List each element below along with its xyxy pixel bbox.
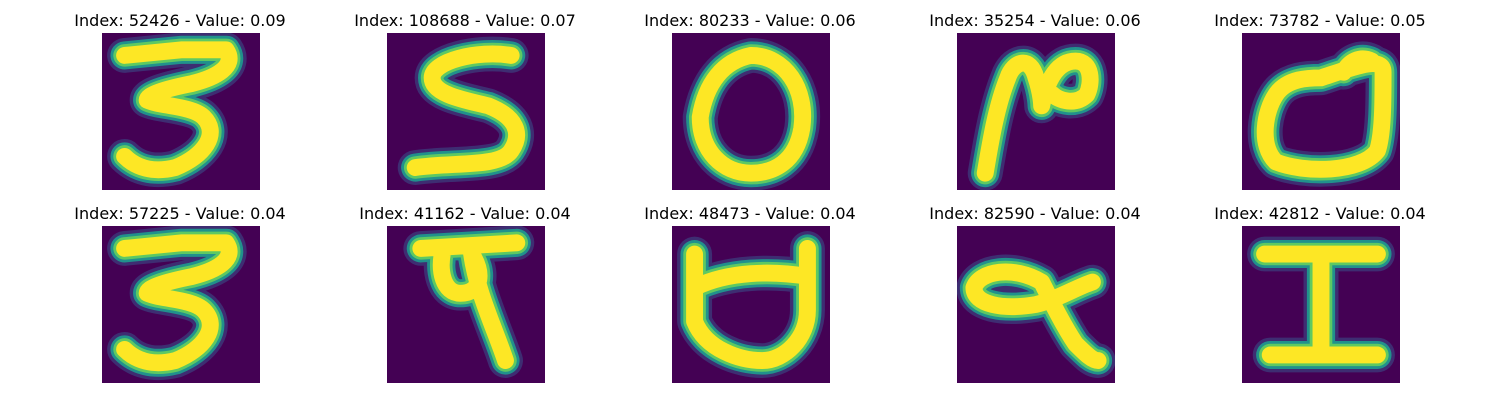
panel-title: Index: 48473 - Value: 0.04 bbox=[644, 204, 856, 223]
digit-image bbox=[957, 33, 1115, 190]
glyph-stroke-layer-4 bbox=[412, 234, 526, 369]
panel-1: Index: 52426 - Value: 0.09 bbox=[40, 10, 320, 195]
glyph-stroke-layer-4 bbox=[686, 240, 816, 369]
panel-9: Index: 82590 - Value: 0.04 bbox=[895, 203, 1175, 388]
glyph-stroke-layer-4 bbox=[965, 263, 1107, 369]
digit-image bbox=[1242, 33, 1400, 190]
glyph-stroke-layer-4 bbox=[406, 45, 526, 176]
panel-title: Index: 42812 - Value: 0.04 bbox=[1214, 204, 1426, 223]
glyph-stroke-layer-4 bbox=[691, 47, 812, 182]
panel-title: Index: 41162 - Value: 0.04 bbox=[359, 204, 571, 223]
panel-2: Index: 108688 - Value: 0.07 bbox=[325, 10, 605, 195]
digit-image bbox=[102, 226, 260, 383]
digit-image bbox=[672, 226, 830, 383]
glyph-stroke-layer-4 bbox=[1256, 50, 1392, 178]
digit-image bbox=[672, 33, 830, 190]
digit-image bbox=[387, 226, 545, 383]
digit-image bbox=[957, 226, 1115, 383]
glyph-stroke-layer-4 bbox=[116, 234, 238, 372]
panel-title: Index: 80233 - Value: 0.06 bbox=[644, 11, 856, 30]
panel-6: Index: 57225 - Value: 0.04 bbox=[40, 203, 320, 388]
panel-title: Index: 82590 - Value: 0.04 bbox=[929, 204, 1141, 223]
digit-image bbox=[387, 33, 545, 190]
glyph-stroke-layer-4 bbox=[1256, 245, 1386, 364]
panel-title: Index: 52426 - Value: 0.09 bbox=[74, 11, 286, 30]
panel-7: Index: 41162 - Value: 0.04 bbox=[325, 203, 605, 388]
digit-image bbox=[102, 33, 260, 190]
panel-title: Index: 108688 - Value: 0.07 bbox=[354, 11, 576, 30]
panel-title: Index: 73782 - Value: 0.05 bbox=[1214, 11, 1426, 30]
panel-5: Index: 73782 - Value: 0.05 bbox=[1180, 10, 1460, 195]
panel-title: Index: 35254 - Value: 0.06 bbox=[929, 11, 1141, 30]
glyph-stroke-layer-4 bbox=[116, 41, 238, 179]
digit-image bbox=[1242, 226, 1400, 383]
panel-4: Index: 35254 - Value: 0.06 bbox=[895, 10, 1175, 195]
panel-3: Index: 80233 - Value: 0.06 bbox=[610, 10, 890, 195]
panel-10: Index: 42812 - Value: 0.04 bbox=[1180, 203, 1460, 388]
panel-8: Index: 48473 - Value: 0.04 bbox=[610, 203, 890, 388]
glyph-stroke-layer-4 bbox=[976, 52, 1099, 182]
panel-title: Index: 57225 - Value: 0.04 bbox=[74, 204, 286, 223]
